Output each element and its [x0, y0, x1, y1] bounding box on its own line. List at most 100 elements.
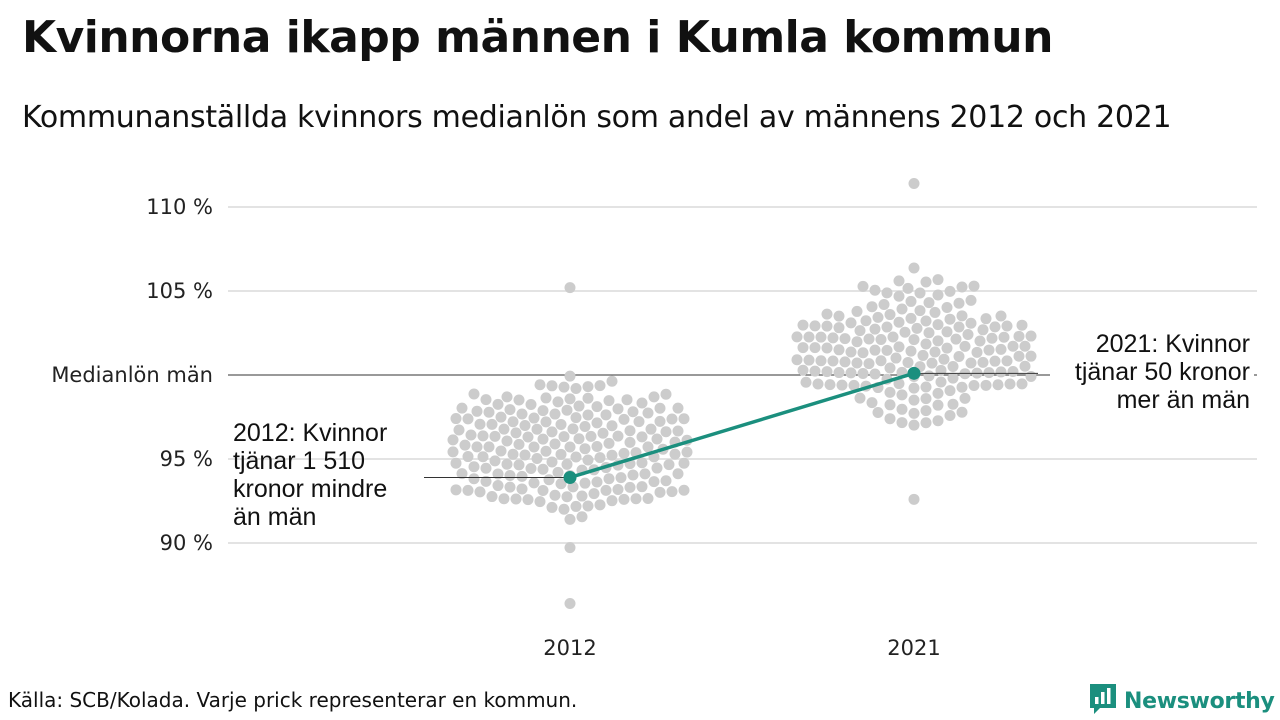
- municipality-dot: [989, 355, 1001, 367]
- municipality-dot: [833, 322, 845, 334]
- municipality-dot: [992, 379, 1004, 391]
- municipality-dot: [821, 320, 833, 332]
- y-tick-label: 95 %: [160, 447, 213, 471]
- municipality-dot: [456, 468, 468, 480]
- municipality-dot: [923, 297, 935, 309]
- municipality-dot: [791, 331, 803, 343]
- municipality-dot: [564, 542, 576, 554]
- municipality-dot: [920, 315, 932, 327]
- municipality-dot: [905, 345, 917, 357]
- municipality-dot: [606, 495, 618, 507]
- municipality-dot: [627, 469, 639, 481]
- municipality-dot: [878, 299, 890, 311]
- municipality-dot: [654, 486, 666, 498]
- municipality-dot: [980, 379, 992, 391]
- municipality-dot: [803, 331, 815, 343]
- municipality-dot: [911, 322, 923, 334]
- municipality-dot: [582, 454, 594, 466]
- highlight-series: [563, 366, 921, 484]
- municipality-dot: [534, 496, 546, 508]
- municipality-dot: [471, 405, 483, 417]
- municipality-dot: [480, 462, 492, 474]
- municipality-dot: [824, 379, 836, 391]
- municipality-dot: [510, 493, 522, 505]
- municipality-dot: [615, 472, 627, 484]
- municipality-dot: [678, 457, 690, 469]
- municipality-dot: [956, 406, 968, 418]
- municipality-dot: [672, 425, 684, 437]
- source-note: Källa: SCB/Kolada. Varje prick represent…: [8, 688, 578, 712]
- municipality-dot: [1019, 340, 1031, 352]
- municipality-dot: [989, 321, 1001, 333]
- municipality-dot: [908, 407, 920, 419]
- municipality-dot: [600, 409, 612, 421]
- municipality-dot: [1025, 370, 1037, 382]
- municipality-dot: [453, 424, 465, 436]
- municipality-dot: [920, 405, 932, 417]
- municipality-dot: [899, 326, 911, 338]
- municipality-dot: [519, 449, 531, 461]
- municipality-dot: [971, 346, 983, 358]
- chart-subtitle: Kommunanställda kvinnors medianlön som a…: [22, 100, 1172, 135]
- municipality-dot: [468, 388, 480, 400]
- municipality-dot: [537, 433, 549, 445]
- municipality-dot: [1004, 378, 1016, 390]
- municipality-dot: [600, 484, 612, 496]
- municipality-dot: [564, 513, 576, 525]
- municipality-dot: [809, 365, 821, 377]
- municipality-dot: [468, 461, 480, 473]
- municipality-dot: [525, 463, 537, 475]
- municipality-dot: [995, 366, 1007, 378]
- municipality-dot: [549, 489, 561, 501]
- municipality-dot: [845, 367, 857, 379]
- municipality-dot: [552, 396, 564, 408]
- municipality-dot: [962, 328, 974, 340]
- municipality-dot: [612, 430, 624, 442]
- municipality-dot: [462, 484, 474, 496]
- brand[interactable]: Newsworthy: [1088, 684, 1275, 718]
- municipality-dot: [809, 320, 821, 332]
- municipality-dot: [935, 376, 947, 388]
- municipality-dot: [561, 458, 573, 470]
- municipality-dot: [1001, 320, 1013, 332]
- municipality-dot: [537, 463, 549, 475]
- municipality-dot: [471, 441, 483, 453]
- municipality-dot: [821, 308, 833, 320]
- municipality-dot: [636, 397, 648, 409]
- municipality-dot: [450, 484, 462, 496]
- municipality-dot: [908, 177, 920, 189]
- municipality-dot: [920, 338, 932, 350]
- municipality-dot: [797, 342, 809, 354]
- municipality-dot: [896, 389, 908, 401]
- municipality-dot: [678, 484, 690, 496]
- municipality-dot: [890, 352, 902, 364]
- municipality-dot: [594, 380, 606, 392]
- annotation-2012-line: kronor mindre: [233, 475, 387, 503]
- municipality-dot: [833, 310, 845, 322]
- municipality-dot: [642, 407, 654, 419]
- municipality-dot: [851, 336, 863, 348]
- municipality-dot: [564, 370, 576, 382]
- y-tick-label: Medianlön män: [51, 363, 213, 387]
- municipality-dot: [537, 405, 549, 417]
- municipality-dot: [522, 431, 534, 443]
- municipality-dot: [884, 413, 896, 425]
- municipality-dot: [669, 448, 681, 460]
- municipality-dot: [516, 470, 528, 482]
- municipality-dot: [1013, 330, 1025, 342]
- municipality-dot: [920, 381, 932, 393]
- municipality-dot: [836, 379, 848, 391]
- municipality-dot: [881, 344, 893, 356]
- municipality-dot: [636, 481, 648, 493]
- municipality-dot: [827, 332, 839, 344]
- municipality-dot: [1025, 350, 1037, 362]
- municipality-dot: [513, 459, 525, 471]
- municipality-dot: [603, 395, 615, 407]
- municipality-dot: [462, 413, 474, 425]
- municipality-dot: [1016, 378, 1028, 390]
- municipality-dot: [528, 441, 540, 453]
- municipality-dot: [932, 319, 944, 331]
- municipality-dots: [447, 177, 1037, 609]
- municipality-dot: [549, 438, 561, 450]
